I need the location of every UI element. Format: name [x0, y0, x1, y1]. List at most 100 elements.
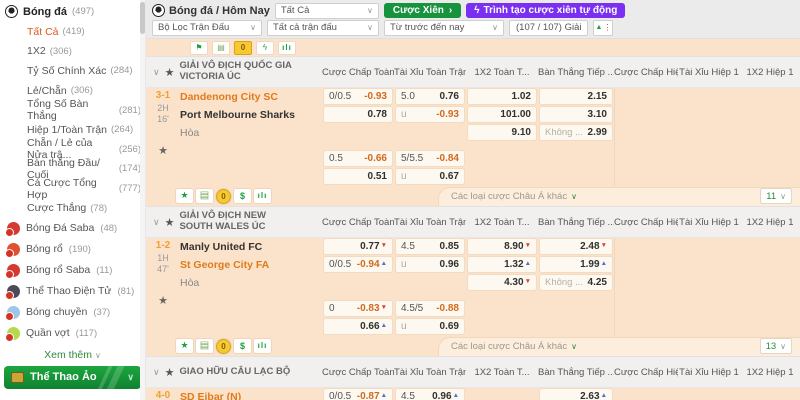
sidebar-item-Lẻ/Chẵn[interactable]: Lẻ/Chẵn (306): [0, 81, 145, 101]
favorite-star-icon[interactable]: ★: [158, 145, 168, 157]
column-header: Tài Xỉu Hiệp 1: [679, 216, 739, 228]
sidebar-item-Cược Thắng[interactable]: Cược Thắng (78): [0, 198, 145, 218]
odds-cell[interactable]: 0/0.5 -0.87 ▲: [324, 389, 392, 400]
league-star-icon[interactable]: ★: [164, 216, 175, 229]
sidebar-sport-Quần vợt[interactable]: Quần vợt (117): [0, 323, 145, 344]
odds-cell[interactable]: 2.48 ▼: [540, 239, 612, 254]
league-star-icon[interactable]: ★: [164, 66, 175, 79]
home-team[interactable]: Manly United FC: [180, 241, 263, 253]
odds-cell[interactable]: 1.02: [468, 89, 536, 104]
odds-cell[interactable]: 3.10: [540, 107, 612, 122]
collapse-chevron-icon[interactable]: ∨: [153, 66, 160, 77]
sidebar-item-Tỷ Số Chính Xác[interactable]: Tỷ Số Chính Xác (284): [0, 61, 145, 81]
odds-cell[interactable]: 0.77 ▼: [324, 239, 392, 254]
favorite-star-icon[interactable]: ★: [176, 338, 193, 353]
odds-cell[interactable]: 0.66 ▲: [324, 319, 392, 334]
sidebar-item-1X2[interactable]: 1X2 (306): [0, 42, 145, 62]
odds-cell[interactable]: 4.5/5 -0.88: [396, 301, 464, 316]
topbar-row-2: Bộ Lọc Trận Đấu ∨ Tất cả trận đấu ∨ Từ trư…: [150, 19, 800, 36]
sidebar-item-Bàn thắng Đầu/ Cuối[interactable]: Bàn thắng Đầu/ Cuối (174): [0, 157, 145, 181]
league-star-icon[interactable]: ★: [164, 366, 175, 379]
odds-cell[interactable]: 0 -0.83 ▼: [324, 301, 392, 316]
odds-cell[interactable]: u 0.96: [396, 257, 464, 272]
sidebar-sport-Bóng Đá Saba[interactable]: Bóng Đá Saba (48): [0, 218, 145, 239]
sidebar-item-Tất Cả[interactable]: Tất Cả (419): [0, 22, 145, 42]
sidebar-item-Hiệp 1/Toàn Trận[interactable]: Hiệp 1/Toàn Trận (264): [0, 120, 145, 140]
extra-markets-count[interactable]: 11 ∨: [760, 188, 792, 204]
odds-cell[interactable]: 5.0 0.76: [396, 89, 464, 104]
odds-cell[interactable]: 101.00: [468, 107, 536, 122]
favorite-star-icon[interactable]: ★: [176, 188, 193, 203]
coin-icon[interactable]: 0: [234, 40, 252, 55]
odds-cell[interactable]: Không ... 4.25: [540, 275, 612, 290]
column-divider: [614, 238, 678, 336]
sidebar-item-Cá Cược Tổng Hợp[interactable]: Cá Cược Tổng Hợp (777): [0, 177, 145, 201]
stats-icon[interactable]: ılı: [254, 338, 271, 353]
odds-cell[interactable]: 5/5.5 -0.84: [396, 151, 464, 166]
odds-cell[interactable]: 9.10: [468, 125, 536, 140]
sidebar-sport-Bóng rổ[interactable]: Bóng rổ (190): [0, 239, 145, 260]
all-matches-select[interactable]: Tất cả trận đấu ∨: [267, 19, 379, 36]
match-filter-select[interactable]: Bộ Lọc Trận Đấu ∨: [152, 19, 262, 36]
collapse-chevron-icon[interactable]: ∨: [153, 216, 160, 227]
ticket-icon[interactable]: ▤: [212, 40, 230, 55]
sidebar-item-Tổng Số Bàn Thắng[interactable]: Tổng Số Bàn Thắng (281): [0, 98, 145, 122]
away-team[interactable]: St George City FA: [180, 259, 270, 271]
odds-cell[interactable]: 0.51: [324, 169, 392, 184]
parlay-button[interactable]: Cược Xiên ›: [383, 3, 462, 18]
odds-cell[interactable]: 4.30 ▼: [468, 275, 536, 290]
odds-cell[interactable]: 0/0.5 -0.93: [324, 89, 392, 104]
column-divider: [614, 88, 678, 186]
odds-cell[interactable]: 1.32 ▲: [468, 257, 536, 272]
ticket-icon[interactable]: ▤: [196, 188, 213, 203]
sort-toggle[interactable]: ▲ ⋮: [593, 19, 614, 36]
show-more-link[interactable]: Xem thêm ∨: [44, 348, 101, 361]
odds-value: 2.15: [587, 91, 607, 102]
sidebar-sport-Bóng rổ Saba[interactable]: Bóng rổ Saba (11): [0, 260, 145, 281]
odds-cell[interactable]: 0.78: [324, 107, 392, 122]
match-score-block: 1-2 1H 47': [146, 238, 180, 292]
chevron-down-icon: ∨: [366, 6, 373, 15]
flag-icon[interactable]: ⚑: [190, 40, 208, 55]
odds-cell[interactable]: u -0.93: [396, 107, 464, 122]
sidebar-item-Chẵn / Lẻ của Nửa trậ...[interactable]: Chẵn / Lẻ của Nửa trậ... (256): [0, 137, 145, 161]
auto-parlay-button[interactable]: ϟ Trình tạo cược xiên tự động: [466, 3, 626, 18]
lightning-icon[interactable]: ϟ: [256, 40, 274, 55]
sidebar-sport-Thể Thao Điện Tử[interactable]: Thể Thao Điện Tử (81): [0, 281, 145, 302]
time-range-select[interactable]: Từ trước đến nay ∨: [384, 19, 504, 36]
more-asian-bets-link[interactable]: Các loại cược Châu Á khác ∨: [451, 191, 577, 202]
odds-cell[interactable]: 2.15: [540, 89, 612, 104]
odds-cell[interactable]: Không ... 2.99: [540, 125, 612, 140]
stats-icon[interactable]: ılı: [278, 40, 296, 55]
stats-icon[interactable]: ılı: [254, 188, 271, 203]
virtual-sports-banner[interactable]: Thể Thao Ảo ∨: [4, 365, 141, 389]
sidebar-sport-Bóng chuyền[interactable]: Bóng chuyền (37): [0, 302, 145, 323]
odds-cell[interactable]: 8.90 ▼: [468, 239, 536, 254]
odds-value: -0.66: [364, 153, 387, 164]
more-asian-bets-link[interactable]: Các loại cược Châu Á khác ∨: [451, 341, 577, 352]
dollar-icon[interactable]: $: [234, 338, 251, 353]
odds-cell[interactable]: 4.5 0.96 ▲: [396, 389, 464, 400]
odds-cell[interactable]: u 0.69: [396, 319, 464, 334]
odds-cell[interactable]: 2.63 ▲: [540, 389, 612, 400]
away-team[interactable]: Port Melbourne Sharks: [180, 109, 295, 121]
extra-markets-count[interactable]: 13 ∨: [759, 338, 792, 354]
match-score-block: 4-02H: [146, 388, 180, 400]
sidebar-item-label: Tỷ Số Chính Xác: [27, 64, 107, 77]
odds-cell[interactable]: u 0.67: [396, 169, 464, 184]
coin-icon[interactable]: 0: [216, 188, 231, 204]
league-select[interactable]: Tất Cả ∨: [274, 2, 379, 19]
home-team[interactable]: Dandenong City SC: [180, 91, 279, 103]
dollar-icon[interactable]: $: [234, 188, 251, 203]
favorite-star-icon[interactable]: ★: [158, 295, 168, 307]
sidebar-scrollbar[interactable]: [140, 0, 145, 400]
odds-cell[interactable]: 0.5 -0.66: [324, 151, 392, 166]
odds-cell[interactable]: 4.5 0.85: [396, 239, 464, 254]
odds-cell[interactable]: 1.99 ▲: [540, 257, 612, 272]
home-team[interactable]: SD Eibar (N): [180, 391, 242, 400]
ticket-icon[interactable]: ▤: [196, 338, 213, 353]
sidebar-root-football[interactable]: Bóng đá (497): [0, 0, 145, 22]
odds-cell[interactable]: 0/0.5 -0.94 ▲: [324, 257, 392, 272]
collapse-chevron-icon[interactable]: ∨: [153, 366, 160, 377]
coin-icon[interactable]: 0: [216, 338, 231, 354]
